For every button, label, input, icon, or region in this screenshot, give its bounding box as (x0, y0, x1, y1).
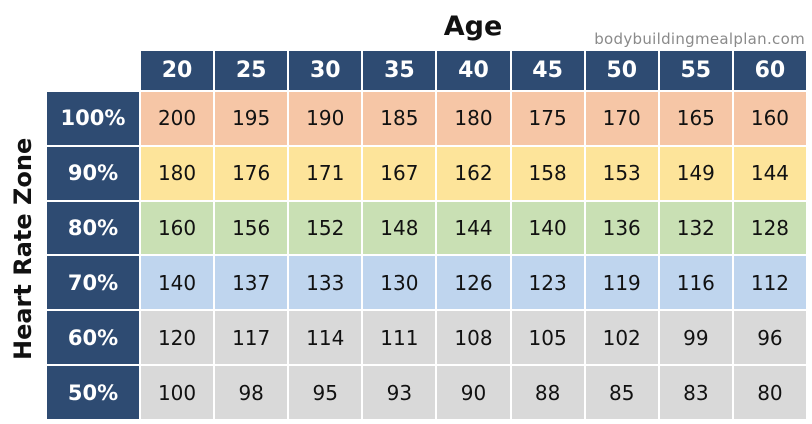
heart-rate-cell: 152 (287, 199, 364, 257)
age-header-50: 50 (583, 49, 660, 92)
heart-rate-cell: 90 (435, 364, 512, 421)
heart-rate-cell: 80 (731, 364, 809, 421)
heart-rate-cell: 160 (138, 199, 216, 257)
age-header-30: 30 (287, 49, 364, 92)
heart-rate-cell: 137 (213, 254, 290, 312)
heart-rate-cell: 132 (657, 199, 734, 257)
heart-rate-cell: 160 (731, 90, 809, 147)
heart-rate-cell: 85 (583, 364, 660, 421)
heart-rate-cell: 133 (287, 254, 364, 312)
heart-rate-table: 20 25 30 35 40 45 50 55 60 100% 200 195 190 185 180 17… (45, 49, 809, 421)
zone-row: 100% 200 195 190 185 180 175 170 165 160 (45, 90, 809, 147)
zone-label: 60% (45, 309, 141, 367)
heart-rate-cell: 126 (435, 254, 512, 312)
heart-rate-cell: 123 (509, 254, 586, 312)
heart-rate-cell: 180 (138, 144, 216, 202)
heart-rate-cell: 108 (435, 309, 512, 367)
age-header-35: 35 (361, 49, 438, 92)
age-header-55: 55 (657, 49, 734, 92)
heart-rate-cell: 88 (509, 364, 586, 421)
heart-rate-cell: 128 (731, 199, 809, 257)
zone-row: 50% 100 98 95 93 90 88 85 83 80 (45, 364, 809, 421)
heart-rate-cell: 98 (213, 364, 290, 421)
age-header-45: 45 (509, 49, 586, 92)
heart-rate-cell: 99 (657, 309, 734, 367)
heart-rate-cell: 119 (583, 254, 660, 312)
heart-rate-cell: 95 (287, 364, 364, 421)
heart-rate-cell: 144 (435, 199, 512, 257)
heart-rate-cell: 114 (287, 309, 364, 367)
heart-rate-cell: 112 (731, 254, 809, 312)
heart-rate-cell: 96 (731, 309, 809, 367)
zone-label: 100% (45, 90, 141, 147)
zone-label: 90% (45, 144, 141, 202)
zone-row: 80% 160 156 152 148 144 140 136 132 128 (45, 199, 809, 257)
zone-row: 70% 140 137 133 130 126 123 119 116 112 (45, 254, 809, 312)
heart-rate-cell: 100 (138, 364, 216, 421)
heart-rate-cell: 185 (361, 90, 438, 147)
header-corner (46, 50, 140, 91)
heart-rate-cell: 144 (731, 144, 809, 202)
heart-rate-cell: 167 (361, 144, 438, 202)
heart-rate-cell: 162 (435, 144, 512, 202)
age-header-60: 60 (731, 49, 809, 92)
heart-rate-cell: 130 (361, 254, 438, 312)
source-watermark: bodybuildingmealplan.com (594, 30, 805, 48)
heart-rate-cell: 158 (509, 144, 586, 202)
heart-rate-cell: 176 (213, 144, 290, 202)
heart-rate-cell: 165 (657, 90, 734, 147)
heart-rate-cell: 190 (287, 90, 364, 147)
heart-rate-cell: 140 (138, 254, 216, 312)
age-header-row: 20 25 30 35 40 45 50 55 60 (46, 49, 809, 92)
heart-rate-cell: 175 (509, 90, 586, 147)
heart-rate-cell: 83 (657, 364, 734, 421)
zone-label: 50% (45, 364, 141, 421)
heart-rate-cell: 149 (657, 144, 734, 202)
heart-rate-cell: 148 (361, 199, 438, 257)
heart-rate-cell: 153 (583, 144, 660, 202)
heart-rate-cell: 195 (213, 90, 290, 147)
heart-rate-cell: 93 (361, 364, 438, 421)
heart-rate-cell: 171 (287, 144, 364, 202)
heart-rate-cell: 102 (583, 309, 660, 367)
zone-label: 70% (45, 254, 141, 312)
heart-rate-cell: 140 (509, 199, 586, 257)
heart-rate-cell: 117 (213, 309, 290, 367)
heart-rate-cell: 111 (361, 309, 438, 367)
age-header-20: 20 (138, 49, 216, 92)
heart-rate-cell: 180 (435, 90, 512, 147)
heart-rate-cell: 116 (657, 254, 734, 312)
zone-row: 60% 120 117 114 111 108 105 102 99 96 (45, 309, 809, 367)
heart-rate-cell: 105 (509, 309, 586, 367)
row-axis-title: Heart Rate Zone (9, 137, 37, 361)
heart-rate-cell: 170 (583, 90, 660, 147)
age-header-40: 40 (435, 49, 512, 92)
age-header-25: 25 (213, 49, 290, 92)
column-axis-title: Age (443, 11, 503, 42)
heart-rate-cell: 200 (138, 90, 216, 147)
heart-rate-cell: 120 (138, 309, 216, 367)
zone-label: 80% (45, 199, 141, 257)
heart-rate-cell: 136 (583, 199, 660, 257)
zone-row: 90% 180 176 171 167 162 158 153 149 144 (45, 144, 809, 202)
heart-rate-cell: 156 (213, 199, 290, 257)
